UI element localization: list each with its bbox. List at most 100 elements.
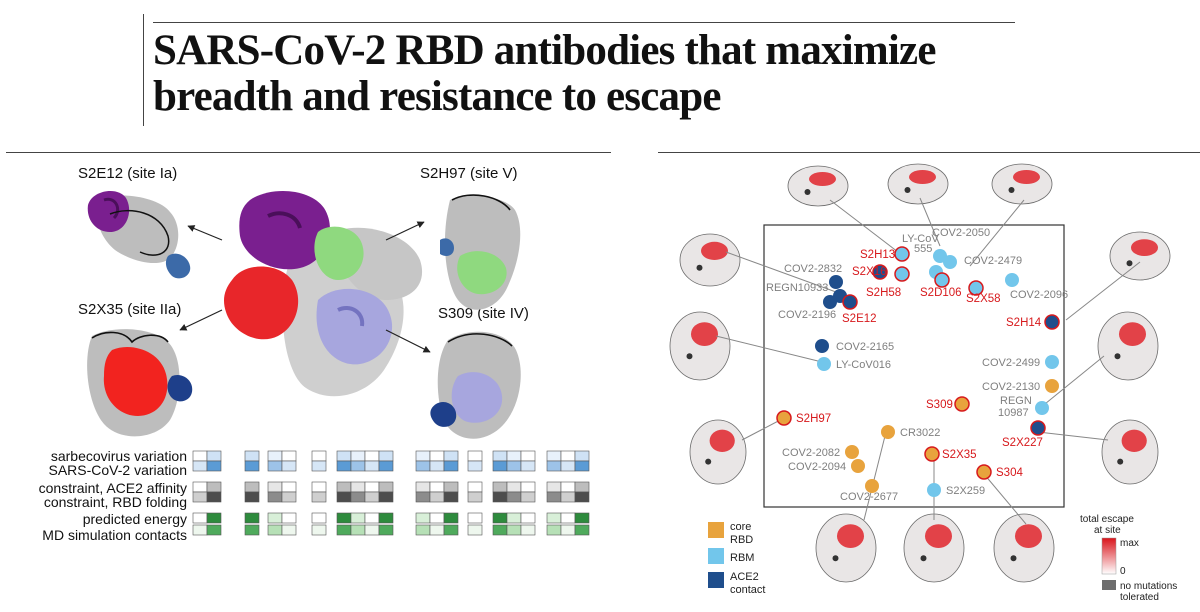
rbd-escape-hotspot xyxy=(1119,322,1146,346)
heatmap-cell xyxy=(244,524,260,536)
rbd-surface xyxy=(679,233,741,287)
label-cov2-2479: COV2-2479 xyxy=(964,255,1022,267)
marker-cr3022 xyxy=(881,425,895,439)
escape-legend-zero: 0 xyxy=(1120,566,1126,577)
heatmap-cell xyxy=(206,524,222,536)
marker-s2e12 xyxy=(842,294,858,310)
heatmap-cell xyxy=(520,512,536,524)
marker-cov2-2677 xyxy=(865,479,879,493)
rbd-constrained-site xyxy=(1010,555,1017,562)
heatmap-cell xyxy=(467,460,483,472)
arrow-to-s309 xyxy=(385,329,431,353)
marker-cov2-2096 xyxy=(1005,273,1019,287)
rbd-surface xyxy=(903,513,965,583)
escape-legend-title-2: at site xyxy=(1094,525,1121,536)
marker-cov2-2165 xyxy=(815,339,829,353)
escape-color-scale xyxy=(1101,537,1117,575)
right-panel-rule xyxy=(658,152,1200,153)
rbd-surface xyxy=(991,163,1053,205)
marker-s2x227 xyxy=(1030,420,1046,436)
label-ly-cov016: LY-CoV016 xyxy=(836,359,891,371)
heatmap-cell xyxy=(206,460,222,472)
marker-s2d106 xyxy=(934,272,950,288)
heatmap-cell xyxy=(281,460,297,472)
central-spike-complex-image xyxy=(224,190,423,397)
legend-rbd-text: RBD xyxy=(730,534,753,546)
rbd-escape-hotspot xyxy=(909,170,936,184)
rbd-escape-hotspot xyxy=(691,322,718,346)
row-label-sarbecovirus-variation: sarbecovirus variation xyxy=(51,448,187,464)
marker-cov2-2832 xyxy=(829,275,843,289)
marker-s2x35 xyxy=(924,446,940,462)
heatmap-cell xyxy=(467,512,483,524)
heatmap-row-labels: sarbecovirus variation SARS-CoV-2 variat… xyxy=(39,448,187,543)
heatmap-cell xyxy=(244,460,260,472)
marker-ly-cov016 xyxy=(817,357,831,371)
heatmap-cell xyxy=(520,524,536,536)
heatmap-cell xyxy=(443,460,459,472)
heatmap-cell xyxy=(443,512,459,524)
heatmap-cell xyxy=(244,512,260,524)
label-s304: S304 xyxy=(996,467,1023,479)
heatmap-cell xyxy=(520,491,536,503)
label-cov2-2130: COV2-2130 xyxy=(982,381,1040,393)
legend-swatch-core xyxy=(708,522,724,538)
heatmap-cell xyxy=(311,460,327,472)
rbd-constrained-site xyxy=(1126,260,1133,267)
label-s2h97: S2H97 xyxy=(796,413,831,425)
left-panel-rule xyxy=(6,152,611,153)
marker-cov2-2082 xyxy=(845,445,859,459)
antibody-labels-red: S2H13 S2X16 S2H58 S2D106 S2X58 S2E12 S2H… xyxy=(796,249,1043,479)
label-s2h58: S2H58 xyxy=(866,287,901,299)
arrow-to-s2x35 xyxy=(179,309,223,331)
label-cov2-2050: COV2-2050 xyxy=(932,227,990,239)
label-cov2-2094: COV2-2094 xyxy=(788,461,846,473)
rbd-constrained-site xyxy=(904,187,911,193)
rbd-escape-hotspot xyxy=(709,429,735,452)
escape-legend-max: max xyxy=(1120,538,1139,549)
label-ly-cov: LY-CoV xyxy=(902,233,939,245)
label-s2h97-site: S2H97 (site V) xyxy=(420,165,518,182)
escape-map-frame xyxy=(763,224,1065,508)
row-label-md-simulation-contacts: MD simulation contacts xyxy=(42,527,187,543)
legend-swatch-rbm xyxy=(708,548,724,564)
heatmap-cell xyxy=(281,491,297,503)
s2e12-complex-image xyxy=(87,190,191,279)
marker-cov2-2196 xyxy=(823,295,837,309)
arrow-to-s2h97 xyxy=(385,221,425,241)
label-s2x58: S2X58 xyxy=(966,293,1001,305)
heatmap-cell xyxy=(206,512,222,524)
rbd-surface xyxy=(887,163,949,205)
label-s2h14: S2H14 xyxy=(1006,317,1042,329)
heatmap-cell xyxy=(281,512,297,524)
label-cov2-2677: COV2-2677 xyxy=(840,491,898,503)
marker-s2h13 xyxy=(894,246,910,262)
rbd-escape-hotspot xyxy=(701,241,728,260)
heatmap-cell xyxy=(378,491,394,503)
label-s2x35: S2X35 xyxy=(942,449,977,461)
title-rule-top xyxy=(153,22,1015,23)
heatmap-cell xyxy=(206,491,222,503)
rbd-surface xyxy=(1101,419,1159,485)
label-10987: 10987 xyxy=(998,407,1029,419)
rbd-constrained-site xyxy=(1114,353,1121,360)
heatmap-cell xyxy=(443,491,459,503)
heatmap-cell xyxy=(378,512,394,524)
label-s2x227: S2X227 xyxy=(1002,437,1043,449)
marker-cov2-2499 xyxy=(1045,355,1059,369)
label-s2x35-site: S2X35 (site IIa) xyxy=(78,301,181,318)
rbd-surface xyxy=(1109,231,1171,281)
site-legend: core RBD RBM ACE2 contact xyxy=(708,521,765,596)
marker-cov2-2094 xyxy=(851,459,865,473)
rbd-constrained-site xyxy=(696,264,703,271)
heatmap-cell xyxy=(281,524,297,536)
rbd-surface xyxy=(1097,311,1159,381)
label-regn10933: REGN10933 xyxy=(766,282,828,294)
rbd-constrained-site xyxy=(920,555,927,562)
title-line-2: breadth and resistance to escape xyxy=(153,73,721,120)
heatmap-cell xyxy=(520,460,536,472)
rbd-constrained-site xyxy=(832,555,839,562)
rbd-escape-hotspot xyxy=(1013,170,1040,184)
rbd-surface xyxy=(993,513,1055,583)
